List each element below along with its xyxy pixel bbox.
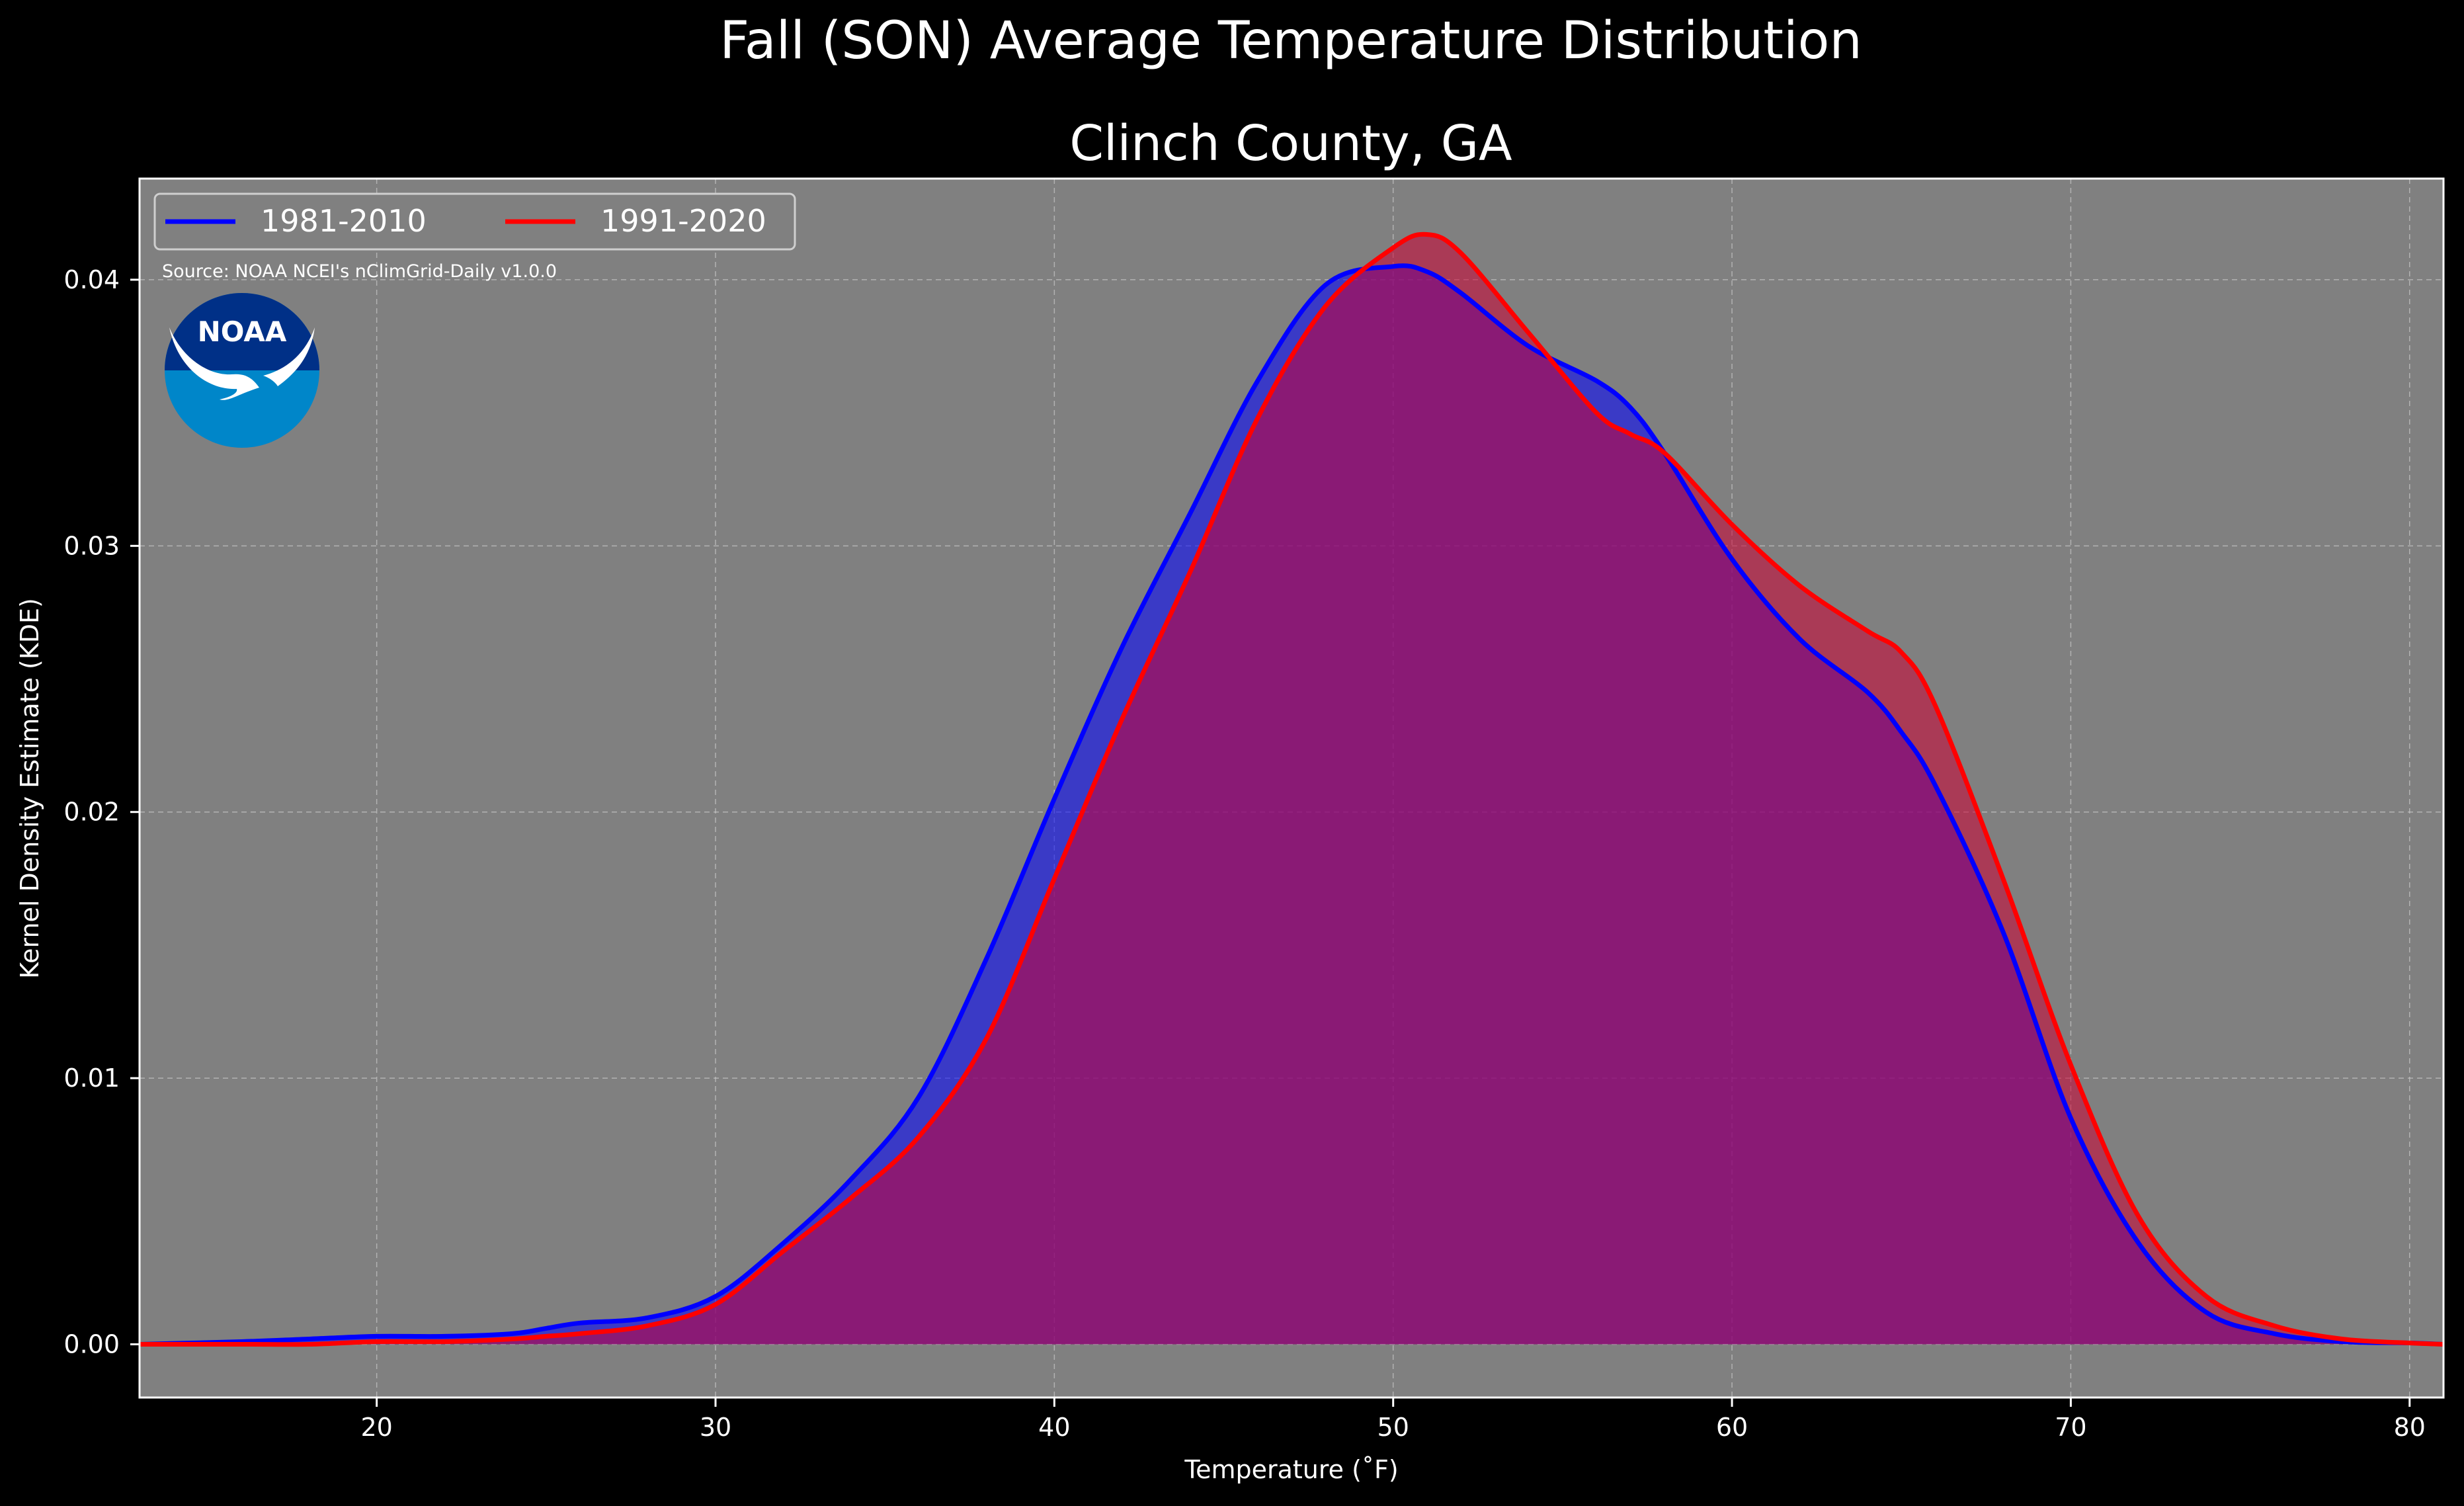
y-tick-label: 0.04 (63, 265, 120, 294)
chart-subtitle: Clinch County, GA (1069, 115, 1512, 172)
x-tick-label: 50 (1377, 1413, 1409, 1442)
x-axis-label: Temperature (˚F) (1184, 1455, 1398, 1484)
x-tick-label: 70 (2055, 1413, 2086, 1442)
density-areas (140, 234, 2443, 1345)
noaa-logo-top (165, 293, 319, 370)
density-lines (139, 231, 2444, 1347)
legend-label-1981-2010: 1981-2010 (261, 203, 427, 239)
noaa-logo: NOAA (165, 293, 319, 448)
source-note: Source: NOAA NCEI's nClimGrid-Daily v1.0… (162, 261, 557, 282)
line-1991-2020 (140, 231, 2444, 1347)
noaa-bird-icon (169, 327, 315, 400)
x-tick-label: 40 (1038, 1413, 1070, 1442)
area-1991-2020 (140, 234, 2443, 1345)
y-tick-label: 0.03 (63, 531, 120, 560)
legend-label-1991-2020: 1991-2020 (600, 203, 766, 239)
y-tick-label: 0.02 (63, 798, 120, 827)
y-tick-label: 0.00 (63, 1330, 120, 1359)
noaa-logo-text: NOAA (198, 315, 287, 348)
x-tick-label: 30 (700, 1413, 731, 1442)
y-axis-ticks: 0.00 0.01 0.02 0.03 0.04 (63, 265, 140, 1359)
x-tick-label: 60 (1716, 1413, 1748, 1442)
legend-box (153, 192, 796, 251)
line-1981-2010 (139, 263, 2444, 1347)
x-tick-label: 20 (360, 1413, 392, 1442)
chart-title: Fall (SON) Average Temperature Distribut… (719, 11, 1862, 71)
plot-frame (138, 177, 2445, 1399)
legend: 1981-2010 1991-2020 (153, 192, 796, 251)
y-axis-label: Kernel Density Estimate (KDE) (15, 598, 44, 979)
y-tick-label: 0.01 (63, 1064, 120, 1093)
x-tick-label: 80 (2394, 1413, 2426, 1442)
x-axis-ticks: 20 30 40 50 60 70 80 (360, 1398, 2426, 1442)
